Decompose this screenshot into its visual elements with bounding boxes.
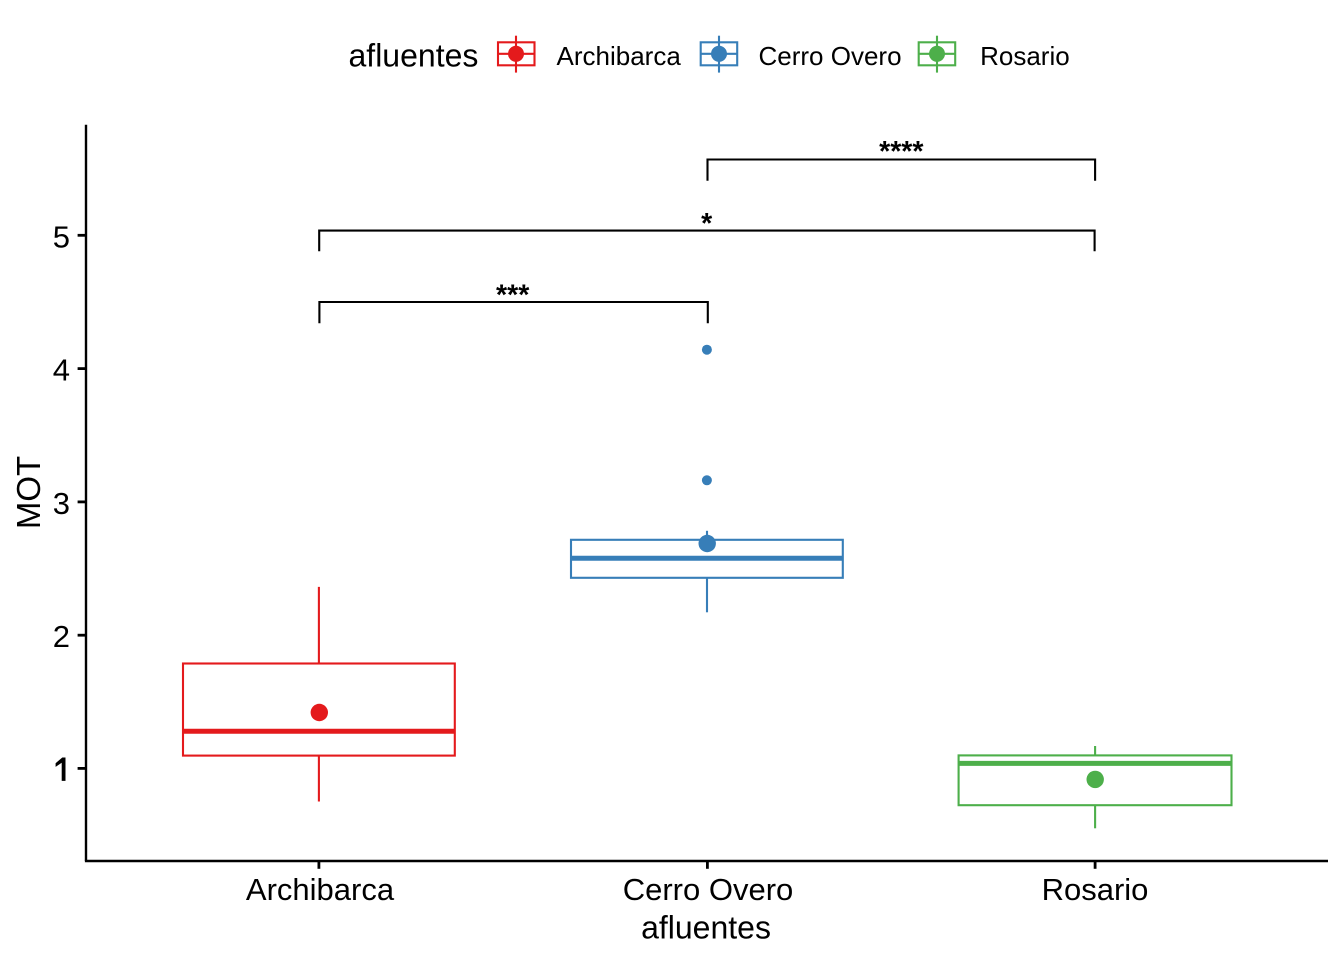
svg-text:Cerro Overo: Cerro Overo bbox=[623, 872, 794, 907]
svg-text:Rosario: Rosario bbox=[1042, 872, 1149, 907]
svg-text:Rosario: Rosario bbox=[980, 41, 1070, 71]
svg-text:afluentes: afluentes bbox=[641, 909, 771, 945]
svg-text:MOT: MOT bbox=[10, 456, 47, 529]
svg-text:5: 5 bbox=[53, 219, 70, 254]
svg-text:Archibarca: Archibarca bbox=[246, 872, 395, 907]
svg-text:3: 3 bbox=[53, 486, 70, 521]
svg-text:***: *** bbox=[496, 280, 530, 312]
svg-text:Cerro Overo: Cerro Overo bbox=[759, 41, 902, 71]
svg-text:Archibarca: Archibarca bbox=[557, 41, 682, 71]
svg-text:****: **** bbox=[879, 136, 924, 168]
svg-text:2: 2 bbox=[53, 619, 70, 654]
svg-text:4: 4 bbox=[53, 353, 70, 388]
svg-text:afluentes: afluentes bbox=[349, 37, 479, 73]
svg-text:*: * bbox=[701, 208, 713, 240]
